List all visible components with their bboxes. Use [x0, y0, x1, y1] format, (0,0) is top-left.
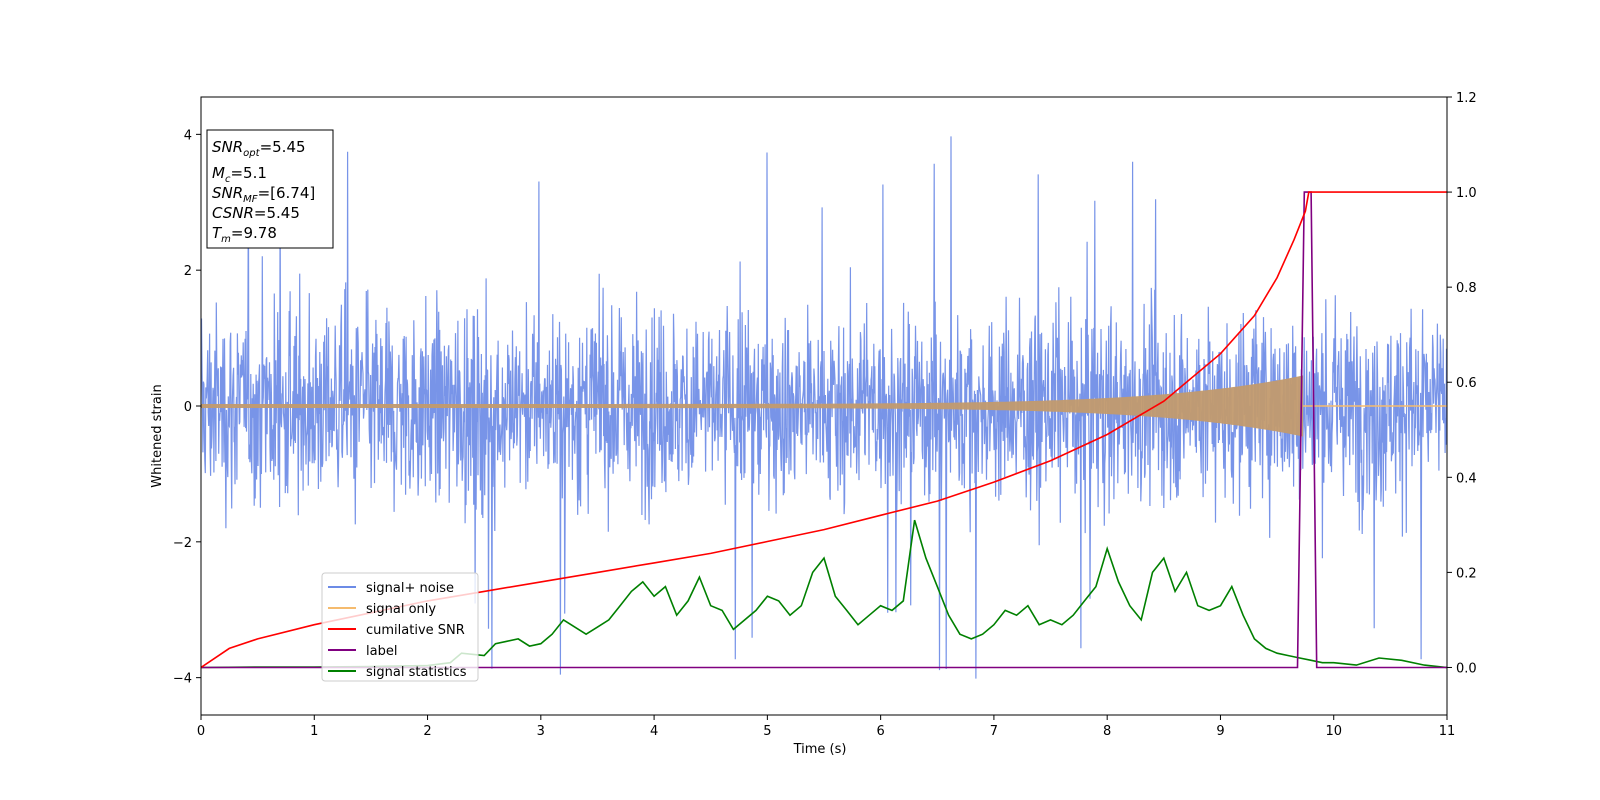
info-tm: Tm=9.78: [212, 224, 277, 245]
info-snr-opt: SNRopt=5.45: [212, 138, 306, 159]
info-tm-value: 9.78: [244, 224, 277, 242]
plot-area: [201, 136, 1447, 679]
info-mc: Mc=5.1: [212, 164, 267, 185]
x-tick-label: 0: [197, 724, 205, 739]
y-axis-label: Whitened strain: [150, 384, 165, 487]
x-axis-label: Time (s): [793, 742, 847, 757]
legend-label: signal only: [366, 602, 436, 617]
x-tick-label: 6: [876, 724, 884, 739]
y-right-tick-label: 0.4: [1456, 471, 1477, 486]
legend: signal+ noise signal only cumilative SNR la…: [321, 572, 479, 682]
series-signal-only: [201, 375, 1304, 437]
legend-label: cumilative SNR: [366, 623, 465, 638]
y-right-tick-label: 1.0: [1456, 186, 1477, 201]
x-tick-label: 4: [650, 724, 658, 739]
y-left-tick-label: 4: [184, 128, 192, 143]
legend-frame: [321, 572, 479, 682]
info-snr-mf: SNRMF=[6.74]: [212, 184, 315, 205]
series-label: [201, 191, 1447, 669]
info-csnr-value: 5.45: [267, 204, 300, 222]
info-csnr: CSNR=5.45: [212, 204, 300, 222]
y-right-tick-label: 0.2: [1456, 566, 1477, 581]
y-left-tick-label: −2: [173, 536, 192, 551]
y-left-tick-label: 2: [184, 264, 192, 279]
legend-label: signal statistics: [366, 665, 467, 680]
x-tick-label: 11: [1439, 724, 1456, 739]
x-tick-label: 9: [1216, 724, 1224, 739]
y-left-tick-label: 0: [184, 400, 192, 415]
info-box: SNRopt=5.45 Mc=5.1 SNRMF=[6.74] CSNR=5.4…: [206, 129, 334, 249]
x-tick-label: 2: [423, 724, 431, 739]
series-signal-statistics: [201, 519, 1447, 669]
info-mc-value: 5.1: [243, 164, 267, 182]
y-right-tick-label: 0.0: [1456, 661, 1477, 676]
y-left-tick-label: −4: [173, 672, 192, 687]
y-right-tick-label: 0.8: [1456, 281, 1477, 296]
x-tick-label: 10: [1325, 724, 1342, 739]
legend-label: signal+ noise: [366, 581, 454, 596]
x-tick-label: 1: [310, 724, 318, 739]
info-box-frame: [206, 129, 334, 249]
x-tick-label: 5: [763, 724, 771, 739]
x-tick-label: 7: [990, 724, 998, 739]
x-tick-label: 8: [1103, 724, 1111, 739]
y-right-tick-label: 1.2: [1456, 91, 1477, 106]
x-tick-label: 3: [537, 724, 545, 739]
y-right-tick-label: 0.6: [1456, 376, 1477, 391]
info-snr-mf-value: [6.74]: [270, 184, 315, 202]
info-snr-opt-value: 5.45: [272, 138, 305, 156]
legend-label: label: [366, 644, 397, 659]
axes: 0 1 2 3 4 5 6 7 8 9 10 11 −4 −2 0 2 4 0.0 0.2 0.4 0.6 0.8 1.0 1…: [173, 91, 1477, 739]
series-signal-noise: [201, 136, 1447, 679]
